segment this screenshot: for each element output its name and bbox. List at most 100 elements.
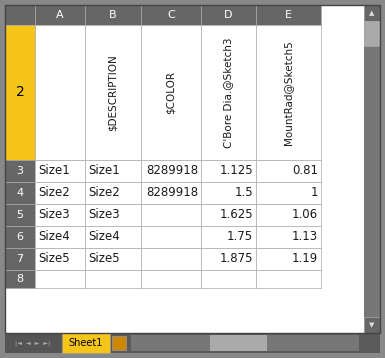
Bar [201, 248, 256, 270]
Text: 1.625: 1.625 [219, 208, 253, 222]
Text: 1.13: 1.13 [292, 231, 318, 243]
Text: 1.06: 1.06 [292, 208, 318, 222]
Bar [62, 333, 110, 353]
Bar [5, 270, 35, 288]
Bar [201, 25, 256, 160]
Bar [256, 270, 321, 288]
Bar [35, 248, 85, 270]
Bar [256, 160, 321, 182]
Bar [141, 270, 201, 288]
Bar [364, 317, 380, 333]
Bar [35, 204, 85, 226]
Text: Sheet1: Sheet1 [69, 338, 103, 348]
Text: 8289918: 8289918 [146, 164, 198, 178]
Bar [141, 226, 201, 248]
Text: Size5: Size5 [88, 252, 120, 266]
Bar [256, 248, 321, 270]
Bar [85, 248, 141, 270]
Bar [141, 182, 201, 204]
Text: 1.875: 1.875 [219, 252, 253, 266]
Bar [5, 5, 35, 25]
Text: 1.75: 1.75 [227, 231, 253, 243]
Bar [35, 5, 85, 25]
Bar [35, 160, 85, 182]
Bar [201, 270, 256, 288]
Bar [5, 226, 35, 248]
Bar [5, 182, 35, 204]
Bar [5, 204, 35, 226]
Bar [141, 5, 201, 25]
Bar [201, 182, 256, 204]
Bar [85, 160, 141, 182]
Text: B: B [109, 10, 117, 20]
Text: 2: 2 [16, 86, 24, 100]
Text: 5: 5 [17, 210, 23, 220]
Bar [141, 204, 201, 226]
Bar [201, 226, 256, 248]
Bar [85, 204, 141, 226]
Bar [85, 5, 141, 25]
Text: 7: 7 [17, 254, 23, 264]
Text: 6: 6 [17, 232, 23, 242]
Bar [5, 333, 380, 353]
Bar [85, 226, 141, 248]
Text: 0.81: 0.81 [292, 164, 318, 178]
Text: Size5: Size5 [38, 252, 70, 266]
Text: Size2: Size2 [38, 187, 70, 199]
Text: ▼: ▼ [369, 322, 375, 328]
Bar [256, 5, 321, 25]
Text: 1.19: 1.19 [292, 252, 318, 266]
Text: Size3: Size3 [88, 208, 120, 222]
Bar [5, 25, 35, 160]
Text: Size2: Size2 [88, 187, 120, 199]
Bar [364, 5, 380, 333]
Text: Size3: Size3 [38, 208, 70, 222]
Text: 8: 8 [17, 274, 23, 284]
Bar [85, 182, 141, 204]
Bar [35, 182, 85, 204]
Text: $DESCRIPTION: $DESCRIPTION [108, 54, 118, 131]
Bar [35, 25, 85, 160]
Bar [141, 248, 201, 270]
Bar [210, 335, 267, 351]
Bar [85, 270, 141, 288]
Bar [256, 204, 321, 226]
Text: MountRad@Sketch5: MountRad@Sketch5 [283, 40, 293, 145]
Bar [141, 25, 201, 160]
Bar [256, 226, 321, 248]
Bar [35, 270, 85, 288]
Text: 3: 3 [17, 166, 23, 176]
Bar [364, 5, 380, 21]
Bar [364, 21, 380, 46]
Text: Size1: Size1 [88, 164, 120, 178]
Bar [85, 25, 141, 160]
Bar [5, 160, 35, 182]
Bar [201, 5, 256, 25]
Text: A: A [56, 10, 64, 20]
Text: 1.5: 1.5 [234, 187, 253, 199]
Text: 1: 1 [310, 187, 318, 199]
Text: Size4: Size4 [88, 231, 120, 243]
Bar [112, 336, 126, 350]
Bar [5, 333, 60, 353]
Bar [256, 25, 321, 160]
Text: $COLOR: $COLOR [166, 71, 176, 114]
Text: E: E [285, 10, 292, 20]
Bar [35, 226, 85, 248]
Text: C: C [167, 10, 175, 20]
Text: |◄  ◄  ►  ►|: |◄ ◄ ► ►| [15, 340, 50, 346]
Bar [131, 335, 359, 351]
Text: ▲: ▲ [369, 10, 375, 16]
Text: 4: 4 [17, 188, 23, 198]
Text: Size1: Size1 [38, 164, 70, 178]
Text: Size4: Size4 [38, 231, 70, 243]
Bar [5, 248, 35, 270]
Bar [201, 160, 256, 182]
Text: C'Bore Dia.@Sketch3: C'Bore Dia.@Sketch3 [224, 37, 233, 148]
Text: D: D [224, 10, 233, 20]
Text: 1.125: 1.125 [219, 164, 253, 178]
Bar [256, 182, 321, 204]
Bar [141, 160, 201, 182]
Bar [201, 204, 256, 226]
Text: 8289918: 8289918 [146, 187, 198, 199]
